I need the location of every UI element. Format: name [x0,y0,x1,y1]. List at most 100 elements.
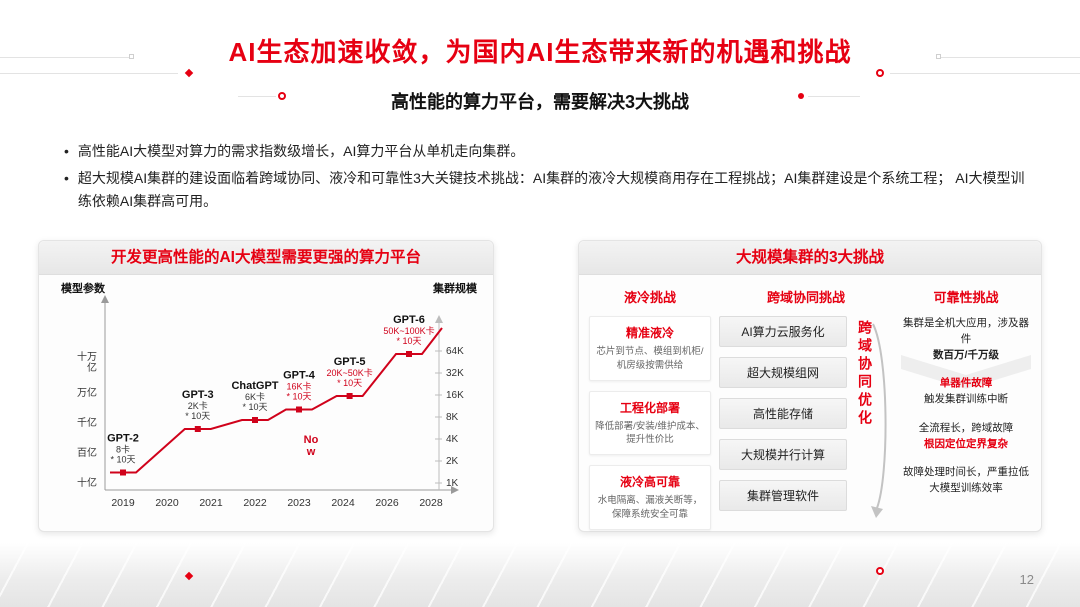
svg-text:GPT-2: GPT-2 [107,433,139,445]
slide-subtitle: 高性能的算力平台，需要解决3大挑战 [390,92,689,112]
reliability-header: 可靠性挑战 [933,290,999,305]
chart-panel: 开发更高性能的AI大模型需要更强的算力平台 模型参数 集群规模十万亿万亿千亿百亿十… [38,240,494,532]
cooling-item-title: 工程化部署 [619,400,680,415]
svg-text:* 10天: * 10天 [110,455,135,465]
bullet-item: • 超大规模AI集群的建设面临着跨域协同、液冷和可靠性3大关键技术挑战：AI集群… [64,167,1026,213]
reliability-block: 故障处理时间长，严重拉低大模型训练效率 [901,465,1031,497]
cross-domain-body: AI算力云服务化 超大规模组网 高性能存储 大规模并行计算 集群管理软件 跨域协… [719,316,893,518]
svg-text:2024: 2024 [331,497,355,509]
svg-text:百亿: 百亿 [77,446,97,459]
svg-text:16K卡: 16K卡 [286,381,311,392]
svg-text:十亿: 十亿 [77,476,97,489]
chart-panel-title: 开发更高性能的AI大模型需要更强的算力平台 [39,241,493,275]
circuit-red-ring-decoration [876,69,884,77]
svg-text:2026: 2026 [375,497,399,509]
bullet-item: • 高性能AI大模型对算力的需求指数级增长，AI算力平台从单机走向集群。 [64,140,1026,163]
svg-text:GPT-4: GPT-4 [283,370,316,382]
svg-text:2K: 2K [446,456,459,467]
reliability-block: 全流程长，跨域故障 根因定位定界复杂 [901,421,1031,453]
cross-domain-box: 集群管理软件 [719,480,847,511]
circuit-line-decoration [890,73,1080,74]
cooling-item-desc: 水电隔离、漏液关断等，保障系统安全可靠 [597,495,703,520]
svg-text:4K: 4K [446,434,459,445]
reliability-block: 单器件故障 触发集群训练中断 [901,376,1031,408]
cooling-item-desc: 降低部署/安装/维护成本、提升性价比 [595,420,705,446]
svg-text:2023: 2023 [287,497,311,509]
svg-text:8卡: 8卡 [116,444,130,455]
reliability-text-red: 根因定位定界复杂 [924,437,1008,450]
svg-text:ChatGPT: ChatGPT [231,380,278,392]
cooling-item-desc: 芯片到节点、模组到机柜/机房级按需供给 [596,346,704,371]
svg-text:十万亿: 十万亿 [77,350,97,374]
column-reliability: 可靠性挑战 集群是全机大应用，涉及器件 数百万/千万级 单器件故障 触发集群训练… [901,285,1031,519]
chart-panel-body: 模型参数 集群规模十万亿万亿千亿百亿十亿 64K 32K 16K 8K 4K 2K 1K 2019… [39,275,493,531]
bullet-marker: • [64,170,69,187]
chevron-decoration [901,355,1031,389]
svg-text:20K~50K卡: 20K~50K卡 [326,367,372,378]
svg-text:2021: 2021 [199,497,223,509]
cooling-item: 工程化部署 降低部署/安装/维护成本、提升性价比 [589,390,711,456]
slide-title: AI生态加速收敛，为国内AI生态带来新的机遇和挑战 [228,37,852,67]
svg-text:* 10天: * 10天 [185,411,210,421]
circuit-line-decoration [0,73,178,74]
column-liquid-cooling: 液冷挑战 精准液冷 芯片到节点、模组到机柜/机房级按需供给 工程化部署 降低部署… [589,285,711,530]
svg-text:w: w [306,446,316,458]
reliability-text-bold: 数百万/千万级 [933,348,999,361]
cross-domain-header: 跨域协同挑战 [766,290,845,305]
svg-text:No: No [304,434,319,446]
cycle-arrow-icon [871,323,887,518]
svg-text:GPT-6: GPT-6 [393,314,425,326]
reliability-text: 故障处理时间长，严重拉低大模型训练效率 [903,466,1029,494]
cross-domain-box: 大规模并行计算 [719,439,847,470]
svg-text:32K: 32K [446,368,464,379]
cooling-item-title: 液冷高可靠 [619,475,680,490]
svg-text:GPT-3: GPT-3 [182,389,214,401]
cross-domain-boxes: AI算力云服务化 超大规模组网 高性能存储 大规模并行计算 集群管理软件 [719,316,847,511]
svg-text:2019: 2019 [111,497,135,509]
bullet-list: • 高性能AI大模型对算力的需求指数级增长，AI算力平台从单机走向集群。 • 超… [64,140,1026,217]
column-cross-domain: 跨域协同挑战 AI算力云服务化 超大规模组网 高性能存储 大规模并行计算 集群管… [719,285,893,519]
reliability-text-red: 单器件故障 [939,377,993,390]
svg-text:2028: 2028 [419,497,443,509]
cooling-header: 液冷挑战 [623,290,676,305]
cross-domain-box: AI算力云服务化 [719,316,847,347]
challenges-panel-title: 大规模集群的3大挑战 [579,241,1041,275]
cross-domain-box: 高性能存储 [719,398,847,429]
svg-text:50K~100K卡: 50K~100K卡 [383,325,434,336]
svg-text:* 10天: * 10天 [396,336,421,346]
svg-text:模型参数: 模型参数 [61,281,106,295]
svg-text:2020: 2020 [155,497,179,509]
cooling-item-title: 精准液冷 [625,326,674,340]
reliability-text: 集群是全机大应用，涉及器件 [903,317,1029,345]
bullet-text: 超大规模AI集群的建设面临着跨域协同、液冷和可靠性3大关键技术挑战：AI集群的液… [77,170,1025,210]
reliability-block: 集群是全机大应用，涉及器件 数百万/千万级 [901,316,1031,363]
svg-text:集群规模: 集群规模 [432,281,478,295]
page-number: 12 [1019,572,1034,587]
reliability-text: 触发集群训练中断 [924,393,1008,405]
svg-text:* 10天: * 10天 [337,378,362,388]
bullet-text: 高性能AI大模型对算力的需求指数级增长，AI算力平台从单机走向集群。 [77,143,525,159]
svg-text:8K: 8K [446,412,459,423]
cross-domain-box: 超大规模组网 [719,357,847,388]
challenges-panel: 大规模集群的3大挑战 液冷挑战 精准液冷 芯片到节点、模组到机柜/机房级按需供给… [578,240,1042,532]
cooling-item: 精准液冷 芯片到节点、模组到机柜/机房级按需供给 [589,316,711,381]
svg-text:2K卡: 2K卡 [188,400,208,411]
svg-text:* 10天: * 10天 [242,402,267,412]
circuit-red-node-decoration [184,68,194,78]
svg-text:2022: 2022 [243,497,267,509]
svg-text:GPT-5: GPT-5 [334,356,366,368]
svg-text:6K卡: 6K卡 [245,391,265,402]
reliability-text: 全流程长，跨域故障 [918,421,1014,434]
challenges-columns: 液冷挑战 精准液冷 芯片到节点、模组到机柜/机房级按需供给 工程化部署 降低部署… [579,275,1041,531]
svg-text:64K: 64K [446,346,464,357]
svg-text:* 10天: * 10天 [286,392,311,402]
svg-text:1K: 1K [446,478,459,489]
cross-domain-optimize-area: 跨域协同优化 [847,316,893,518]
cooling-item: 液冷高可靠 水电隔离、漏液关断等，保障系统安全可靠 [589,465,711,530]
svg-text:16K: 16K [446,390,464,401]
svg-text:千亿: 千亿 [77,416,97,429]
svg-text:万亿: 万亿 [77,386,97,399]
bullet-marker: • [64,143,69,159]
